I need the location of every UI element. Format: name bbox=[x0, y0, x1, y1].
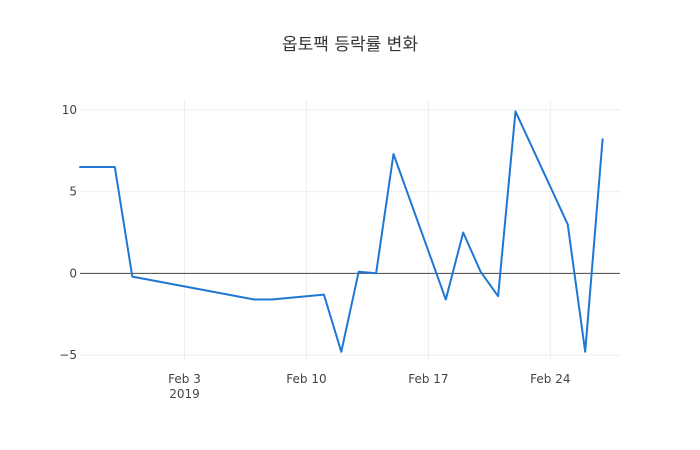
grid-layer bbox=[80, 100, 620, 360]
y-tick-label: 0 bbox=[69, 266, 77, 280]
series-line bbox=[79, 110, 604, 353]
y-tick-label: −5 bbox=[59, 348, 77, 362]
x-tick-sublabel: 2019 bbox=[169, 387, 200, 401]
x-tick-label: Feb 3 bbox=[168, 372, 201, 386]
x-tick-label: Feb 10 bbox=[286, 372, 326, 386]
y-tick-label: 10 bbox=[62, 103, 77, 117]
x-tick-label: Feb 17 bbox=[408, 372, 448, 386]
chart-title: 옵토팩 등락률 변화 bbox=[282, 35, 418, 55]
y-tick-label: 5 bbox=[69, 185, 77, 199]
x-tick-label: Feb 24 bbox=[530, 372, 570, 386]
series-layer bbox=[79, 110, 604, 353]
